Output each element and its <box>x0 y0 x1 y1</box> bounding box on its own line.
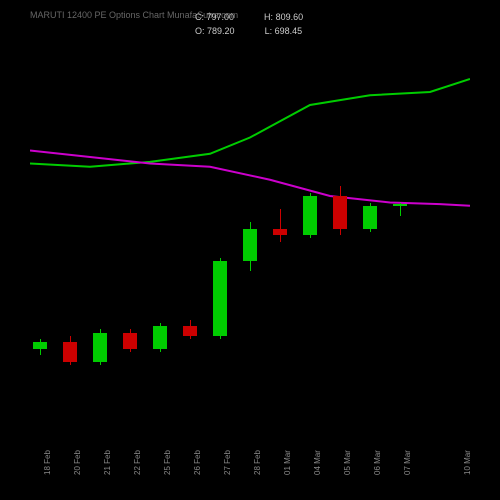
candle-body <box>303 196 317 235</box>
candle-body <box>63 342 77 362</box>
ohlc-info: C: 797.00 H: 809.60 O: 789.20 L: 698.45 <box>195 10 303 38</box>
x-axis-label: 04 Mar <box>313 450 322 475</box>
high-label: H: 809.60 <box>264 10 303 24</box>
candle-body <box>93 333 107 362</box>
candle-body <box>243 229 257 262</box>
low-label: L: 698.45 <box>265 24 303 38</box>
candle-body <box>363 206 377 229</box>
chart-container: MARUTI 12400 PE Options Chart MunafaSutr… <box>0 0 500 500</box>
x-axis-label: 01 Mar <box>283 450 292 475</box>
x-axis-label: 26 Feb <box>193 450 202 475</box>
x-axis-label: 22 Feb <box>133 450 142 475</box>
magenta-line <box>30 151 470 206</box>
candle-body <box>333 196 347 229</box>
candle-body <box>273 229 287 236</box>
candle-body <box>213 261 227 336</box>
x-axis-label: 07 Mar <box>403 450 412 475</box>
plot-area <box>30 40 470 430</box>
candle-body <box>153 326 167 349</box>
candle-body <box>123 333 137 349</box>
x-axis-label: 10 Mar <box>463 450 472 475</box>
candle-body <box>393 204 407 206</box>
open-label: O: 789.20 <box>195 24 235 38</box>
x-axis-label: 28 Feb <box>253 450 262 475</box>
x-axis-label: 18 Feb <box>43 450 52 475</box>
candle-wick <box>280 209 281 242</box>
x-axis-label: 25 Feb <box>163 450 172 475</box>
x-axis-label: 20 Feb <box>73 450 82 475</box>
x-axis-label: 27 Feb <box>223 450 232 475</box>
green-line <box>30 79 470 167</box>
x-axis-label: 21 Feb <box>103 450 112 475</box>
close-label: C: 797.00 <box>195 10 234 24</box>
candle-body <box>183 326 197 336</box>
x-axis-label: 06 Mar <box>373 450 382 475</box>
x-axis: 18 Feb 20 Feb 21 Feb 22 Feb 25 Feb 26 Feb 27 F… <box>30 435 470 495</box>
x-axis-label: 05 Mar <box>343 450 352 475</box>
candle-body <box>33 342 47 349</box>
